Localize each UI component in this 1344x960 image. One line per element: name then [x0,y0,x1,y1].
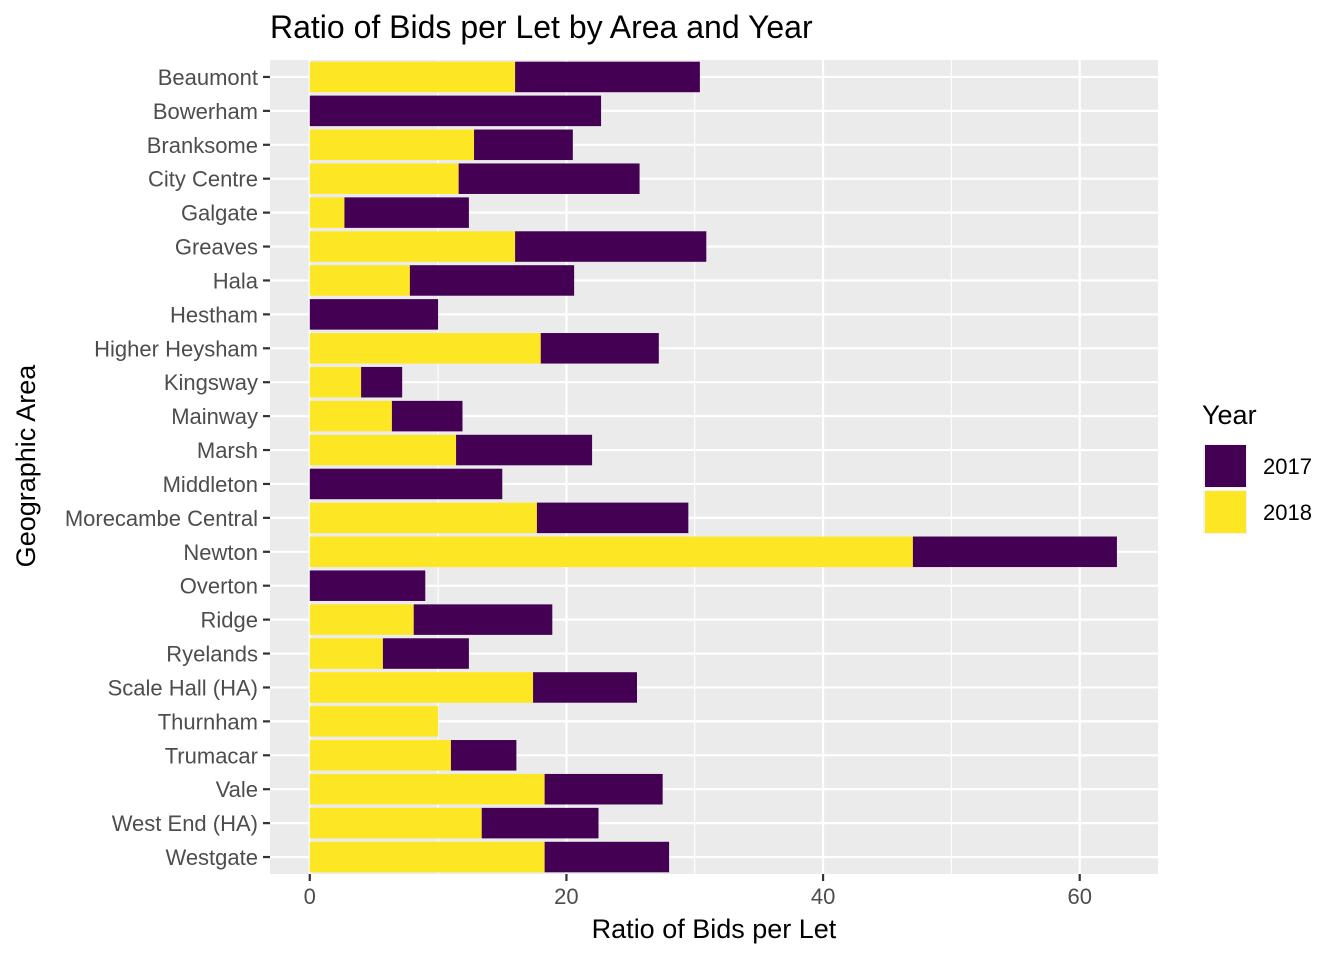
bar-2018: City Centre 2018: 11.6 [309,163,459,194]
x-axis-title: Ratio of Bids per Let [592,914,837,944]
y-tick-label: Hala [213,268,259,293]
legend-swatch-2018 [1205,491,1246,533]
y-tick-label: Marsh [197,438,258,463]
legend-swatch-2017 [1205,445,1246,487]
bar-2018: Greaves 2018: 16 [309,231,516,262]
y-tick-label: Ryelands [166,642,258,667]
bar-2018: Mainway 2018: 6.4 [309,400,392,432]
bar-2017: Galgate 2017: 9.7 [344,197,469,228]
bar-2017: Ridge 2017: 10.8 [413,604,553,635]
x-tick-label: 40 [811,884,835,909]
bar-2018: Branksome 2018: 12.8 [309,129,475,161]
y-tick-label: Beaumont [158,65,258,90]
bar-2017: Bowerham 2017: 22.7 [309,95,602,127]
x-tick-label: 0 [304,884,316,909]
bar-2018: Newton 2018: 47 [309,536,913,568]
y-tick-label: West End (HA) [112,811,258,836]
bar-2017: Marsh 2017: 10.6 [456,434,593,466]
x-axis: 0 20 40 60 [304,874,1092,909]
bar-2017: Overton 2017: 9 [309,570,426,601]
bar-2018: Scale Hall (HA) 2018: 17.4 [309,672,534,703]
y-tick-label: Scale Hall (HA) [108,675,258,700]
y-tick-label: Galgate [181,201,258,226]
y-tick-label: Overton [180,574,258,599]
y-tick-label: Bowerham [153,99,258,124]
bars: Beaumont 2018: 16Beaumont 2017: 14.4Bowe… [309,61,1117,873]
bar-2018: Westgate 2018: 18.3 [309,841,545,873]
y-tick-label: City Centre [148,167,258,192]
bar-2017: Hestham 2017: 10 [309,299,439,330]
bar-2017: Westgate 2017: 9.7 [544,841,670,873]
y-tick-label: Hestham [170,302,258,327]
y-axis-title: Geographic Area [11,364,41,568]
y-axis: Beaumont Bowerham Branksome City Centre Galg… [65,65,270,870]
bar-2017: Branksome 2017: 7.7 [474,129,573,161]
bar-2018: Ryelands 2018: 5.7 [309,638,383,669]
plot-panel [270,60,1158,874]
bar-2018: Thurnham 2018: 10 [309,706,439,737]
bar-2018: Vale 2018: 18.3 [309,773,545,805]
bar-2017: Beaumont 2017: 14.4 [515,61,700,93]
bar-2017: Morecambe Central 2017: 11.8 [536,502,689,534]
bar-2017: Higher Heysham 2017: 9.2 [540,333,659,364]
bar-2018: Morecambe Central 2018: 17.7 [309,502,537,534]
bar-2018: West End (HA) 2018: 13.4 [309,807,482,839]
bar-2017: Kingsway 2017: 3.2 [361,366,403,398]
y-tick-label: Westgate [165,845,258,870]
bar-2017: Middleton 2017: 15 [309,468,503,500]
bar-2017: Vale 2017: 9.2 [544,773,663,805]
y-tick-label: Vale [216,777,258,802]
legend-title: Year [1202,400,1257,430]
bar-2018: Trumacar 2018: 11 [309,740,451,771]
legend-label-2018: 2018 [1263,500,1312,525]
bar-2017: Ryelands 2017: 6.7 [382,638,469,669]
bar-2018: Galgate 2018: 2.7 [309,197,345,228]
y-tick-label: Kingsway [164,370,258,395]
bar-2018: Ridge 2018: 8.1 [309,604,414,635]
bar-2018: Marsh 2018: 11.4 [309,434,457,466]
bar-2017: Newton 2017: 15.9 [912,536,1117,568]
x-tick-label: 20 [554,884,578,909]
bar-2017: Hala 2017: 12.8 [409,265,575,296]
y-tick-label: Higher Heysham [94,336,258,361]
bar-2018: Hala 2018: 7.8 [309,265,410,296]
bar-2018: Higher Heysham 2018: 18 [309,333,541,364]
chart-title: Ratio of Bids per Let by Area and Year [270,9,813,45]
bar-2017: Greaves 2017: 14.9 [515,231,707,262]
y-tick-label: Middleton [163,472,258,497]
bar-2018: Beaumont 2018: 16 [309,61,516,93]
bar-2017: Scale Hall (HA) 2017: 8.1 [533,672,638,703]
bar-2017: Trumacar 2017: 5.1 [450,740,517,771]
bar-2017: Mainway 2017: 5.5 [391,400,463,432]
bar-2018: Kingsway 2018: 4 [309,366,362,398]
y-tick-label: Mainway [171,404,258,429]
legend-label-2017: 2017 [1263,454,1312,479]
y-tick-label: Newton [183,540,258,565]
bar-2017: West End (HA) 2017: 9.1 [481,807,599,839]
y-tick-label: Morecambe Central [65,506,258,531]
y-tick-label: Branksome [147,133,258,158]
y-tick-label: Trumacar [165,743,258,768]
y-tick-label: Ridge [201,608,258,633]
bar-2017: City Centre 2017: 14.1 [458,163,640,194]
x-tick-label: 60 [1067,884,1091,909]
y-tick-label: Greaves [175,235,258,260]
y-tick-label: Thurnham [158,709,258,734]
legend: Year 2017 2018 [1202,400,1312,534]
